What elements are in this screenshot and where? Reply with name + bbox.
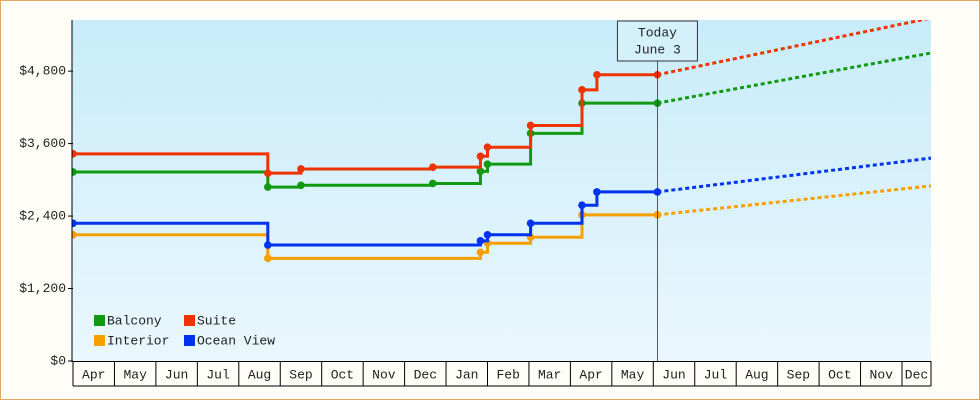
price-point <box>264 169 272 177</box>
forecast-line <box>657 51 932 105</box>
x-tick-label: Feb <box>497 367 520 382</box>
price-point <box>297 165 305 173</box>
y-tick-label: $0 <box>50 353 66 368</box>
legend-swatch <box>184 315 195 326</box>
y-tick-label: $2,400 <box>19 208 66 223</box>
price-point <box>483 230 492 239</box>
price-point <box>593 188 601 196</box>
x-tick-label: May <box>123 367 147 382</box>
x-tick-label: Apr <box>579 367 602 382</box>
x-tick-label: Oct <box>331 367 354 382</box>
x-tick-label: Mar <box>538 367 561 382</box>
price-point <box>72 168 77 176</box>
today-label: June 3 <box>634 42 681 57</box>
y-tick-label: $4,800 <box>19 64 66 79</box>
today-label: Today <box>638 25 677 40</box>
x-tick-label: Dec <box>414 367 437 382</box>
price-point <box>578 201 586 209</box>
plot-area <box>72 20 931 361</box>
price-point <box>476 248 485 257</box>
x-tick-label: Oct <box>828 367 851 382</box>
legend-swatch <box>184 335 195 346</box>
x-tick-label: Sep <box>289 367 312 382</box>
x-tick-label: Nov <box>870 367 894 382</box>
legend-label: Suite <box>197 313 236 328</box>
price-point <box>578 86 586 94</box>
price-point <box>593 70 601 79</box>
x-tick-label: Sep <box>787 367 810 382</box>
today-box <box>616 20 698 62</box>
price-point <box>526 121 535 130</box>
forecast-line <box>657 156 932 194</box>
price-line <box>73 213 658 260</box>
price-line <box>73 190 658 247</box>
x-tick-label: Jul <box>704 367 728 382</box>
price-point <box>72 150 77 158</box>
price-point <box>297 181 305 190</box>
x-tick-label: Aug <box>248 367 271 382</box>
x-tick-label: Apr <box>82 367 105 382</box>
legend-swatch <box>94 315 105 326</box>
price-point <box>264 254 272 263</box>
x-tick-label: Jun <box>662 367 685 382</box>
price-point <box>264 183 272 191</box>
y-tick-label: $3,600 <box>19 136 66 151</box>
forecast-line <box>657 20 929 77</box>
legend-label: Interior <box>107 333 169 348</box>
price-point <box>264 241 272 249</box>
price-point <box>476 167 485 176</box>
price-point <box>72 230 77 239</box>
price-point <box>483 143 492 152</box>
x-tick-label: Nov <box>372 367 396 382</box>
legend-label: Balcony <box>107 313 162 328</box>
price-point <box>476 237 485 245</box>
y-tick-label: $1,200 <box>19 281 66 296</box>
legend-label: Ocean View <box>197 333 275 348</box>
price-point <box>428 179 437 188</box>
forecast-line <box>657 184 932 217</box>
price-point <box>72 219 77 228</box>
price-point <box>526 219 535 228</box>
x-tick-label: May <box>621 367 645 382</box>
legend-swatch <box>94 335 105 346</box>
x-tick-label: Jul <box>206 367 230 382</box>
x-tick-label: Dec <box>905 367 928 382</box>
price-point <box>428 163 437 171</box>
x-tick-label: Jun <box>165 367 188 382</box>
price-point <box>476 152 485 161</box>
price-point <box>483 160 492 168</box>
x-tick-label: Jan <box>455 367 478 382</box>
price-line <box>73 101 658 189</box>
x-tick-label: Aug <box>745 367 768 382</box>
